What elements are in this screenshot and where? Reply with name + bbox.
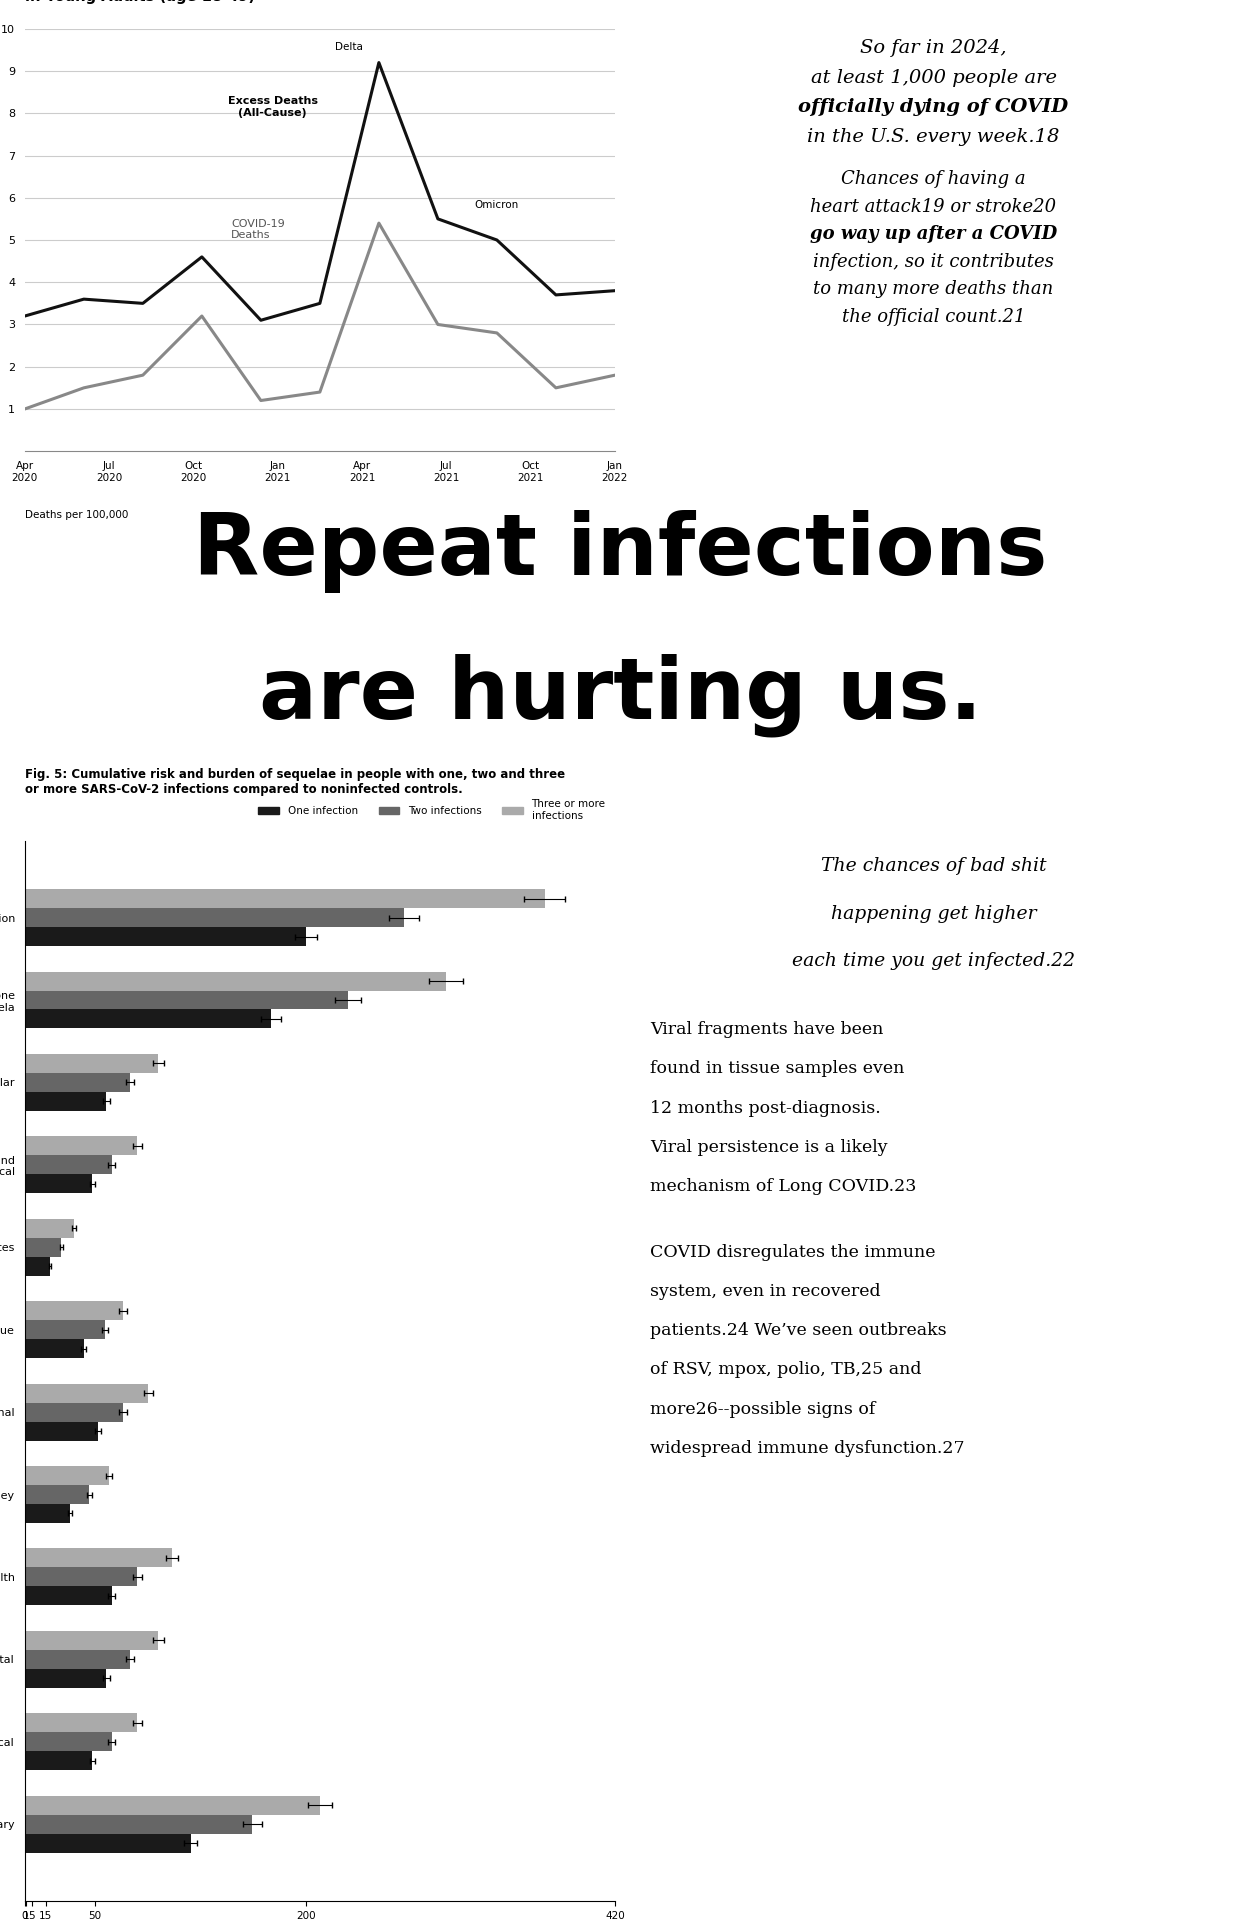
Text: each time you get infected.22: each time you get infected.22 bbox=[792, 952, 1075, 970]
Bar bbox=[25, 1258, 50, 1275]
Bar bbox=[25, 1484, 89, 1503]
Text: Deaths per 100,000: Deaths per 100,000 bbox=[25, 511, 128, 520]
Bar bbox=[25, 1421, 98, 1440]
Text: Chances of having a: Chances of having a bbox=[841, 171, 1026, 188]
Text: COVID disregulates the immune: COVID disregulates the immune bbox=[650, 1244, 936, 1261]
Bar bbox=[25, 1219, 74, 1238]
Text: of RSV, mpox, polio, TB,25 and: of RSV, mpox, polio, TB,25 and bbox=[650, 1361, 922, 1379]
Bar bbox=[25, 1175, 92, 1192]
Text: Delta: Delta bbox=[335, 42, 364, 52]
Text: more26--possible signs of: more26--possible signs of bbox=[650, 1400, 876, 1417]
Bar bbox=[25, 1137, 138, 1156]
Text: Viral fragments have been: Viral fragments have been bbox=[650, 1021, 884, 1039]
Bar bbox=[25, 1238, 61, 1258]
Text: go way up after a COVID: go way up after a COVID bbox=[810, 225, 1057, 244]
Bar bbox=[25, 1649, 130, 1668]
Text: Excess Deaths
(All-Cause): Excess Deaths (All-Cause) bbox=[227, 96, 318, 117]
Text: in the U.S. every week.18: in the U.S. every week.18 bbox=[808, 129, 1060, 146]
Bar bbox=[25, 1073, 130, 1092]
Bar bbox=[25, 1586, 112, 1605]
Text: mechanism of Long COVID.23: mechanism of Long COVID.23 bbox=[650, 1179, 917, 1194]
Text: Repeat infections: Repeat infections bbox=[194, 509, 1047, 593]
Bar bbox=[25, 1814, 252, 1834]
Text: Omicron: Omicron bbox=[475, 200, 519, 211]
Text: patients.24 We’ve seen outbreaks: patients.24 We’ve seen outbreaks bbox=[650, 1323, 947, 1338]
Bar bbox=[25, 1156, 112, 1175]
Bar bbox=[25, 1092, 107, 1112]
Bar bbox=[25, 1668, 107, 1688]
Bar bbox=[25, 991, 347, 1010]
Bar bbox=[25, 1795, 320, 1814]
Bar bbox=[25, 1010, 271, 1029]
Text: Fig. 5: Cumulative risk and burden of sequelae in people with one, two and three: Fig. 5: Cumulative risk and burden of se… bbox=[25, 768, 565, 797]
Text: heart attack19 or stroke20: heart attack19 or stroke20 bbox=[810, 198, 1056, 215]
Text: system, even in recovered: system, even in recovered bbox=[650, 1283, 881, 1300]
Legend: One infection, Two infections, Three or more
infections: One infection, Two infections, Three or … bbox=[254, 795, 609, 826]
Bar bbox=[25, 1630, 159, 1649]
Bar bbox=[25, 927, 305, 947]
Bar bbox=[25, 1549, 172, 1567]
Bar bbox=[25, 908, 405, 927]
Text: infection, so it contributes: infection, so it contributes bbox=[813, 253, 1054, 271]
Bar bbox=[25, 1732, 112, 1751]
Bar bbox=[25, 889, 545, 908]
Bar bbox=[25, 1302, 123, 1321]
Bar bbox=[25, 1321, 105, 1338]
Bar bbox=[25, 1713, 138, 1732]
Text: COVID-19
Deaths: COVID-19 Deaths bbox=[231, 219, 285, 240]
Text: the official count.21: the official count.21 bbox=[841, 307, 1025, 326]
Text: So far in 2024,: So far in 2024, bbox=[860, 38, 1006, 58]
Text: Excess Deaths and COVID Deaths
in Young Adults (age 18-49): Excess Deaths and COVID Deaths in Young … bbox=[25, 0, 300, 4]
Bar bbox=[25, 1467, 109, 1484]
Text: at least 1,000 people are: at least 1,000 people are bbox=[810, 69, 1056, 86]
Bar bbox=[25, 1054, 159, 1073]
Text: officially dying of COVID: officially dying of COVID bbox=[798, 98, 1069, 117]
Bar bbox=[25, 1338, 84, 1357]
Bar bbox=[25, 1567, 138, 1586]
Text: found in tissue samples even: found in tissue samples even bbox=[650, 1060, 905, 1077]
Bar bbox=[25, 1751, 92, 1770]
Text: happening get higher: happening get higher bbox=[830, 904, 1036, 922]
Bar bbox=[25, 1503, 69, 1523]
Bar bbox=[25, 1384, 149, 1404]
Text: to many more deaths than: to many more deaths than bbox=[813, 280, 1054, 298]
Text: 12 months post-diagnosis.: 12 months post-diagnosis. bbox=[650, 1100, 881, 1117]
Bar bbox=[25, 972, 447, 991]
Text: widespread immune dysfunction.27: widespread immune dysfunction.27 bbox=[650, 1440, 965, 1457]
Text: The chances of bad shit: The chances of bad shit bbox=[820, 856, 1046, 876]
Bar bbox=[25, 1834, 191, 1853]
Text: are hurting us.: are hurting us. bbox=[259, 653, 982, 737]
Text: Viral persistence is a likely: Viral persistence is a likely bbox=[650, 1139, 887, 1156]
Bar bbox=[25, 1404, 123, 1421]
